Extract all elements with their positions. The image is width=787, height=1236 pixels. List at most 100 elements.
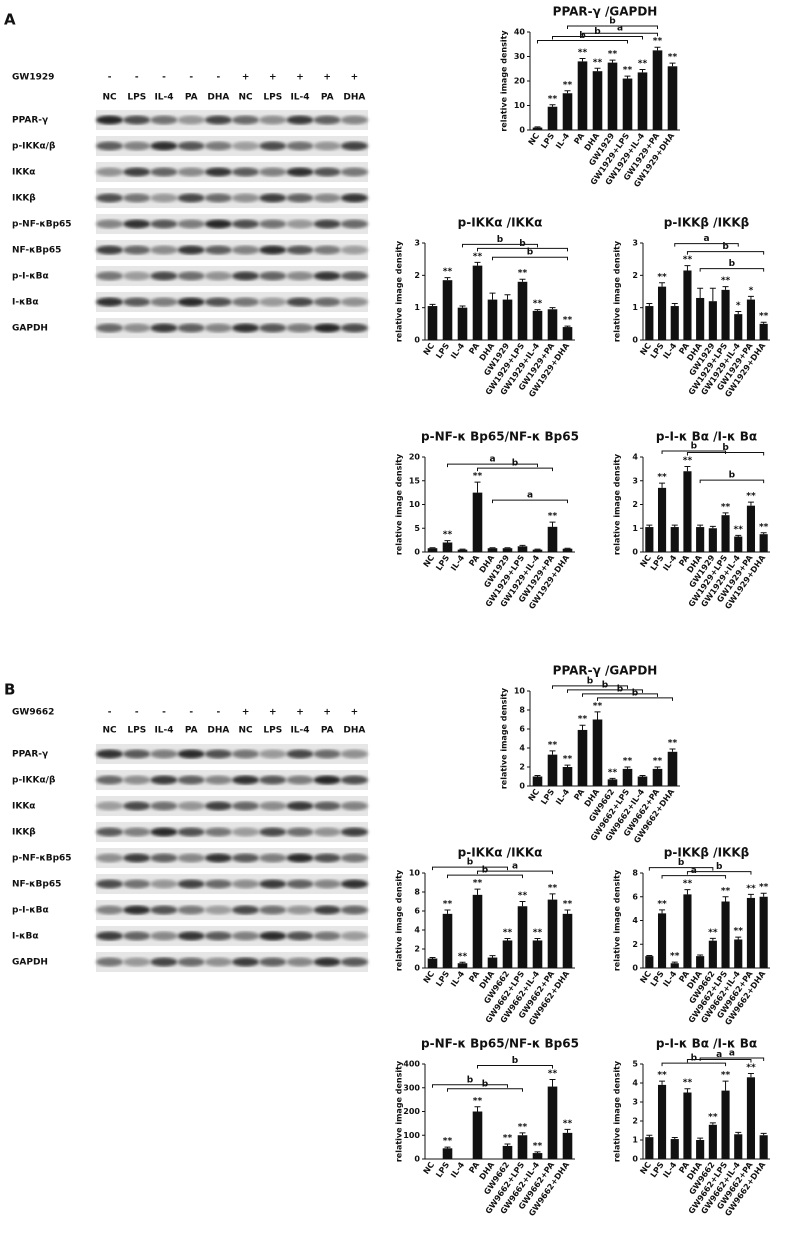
bar [607, 779, 618, 786]
error-bar [669, 62, 676, 67]
blot-band [204, 801, 232, 811]
bar [683, 1092, 692, 1159]
error-bar [564, 909, 571, 914]
bar [759, 896, 768, 968]
chart-title: PPAR-γ /GAPDH [553, 5, 658, 19]
bar [592, 719, 603, 786]
error-bar [659, 482, 666, 488]
blot-band [177, 245, 205, 255]
blot-band [177, 957, 205, 967]
significance-star: ** [548, 1069, 558, 1079]
significance-star: ** [563, 80, 573, 90]
significance-star: ** [593, 701, 603, 711]
bar [670, 963, 679, 968]
blot-band [150, 271, 178, 281]
y-tick-label: 8 [414, 888, 420, 897]
blot-band [177, 193, 205, 203]
error-bar [579, 724, 586, 730]
sign-label: - [189, 73, 193, 83]
significance-star: ** [608, 50, 618, 60]
bar [746, 505, 756, 552]
bar [637, 776, 648, 786]
blot-band [259, 323, 287, 333]
blot-band [96, 879, 124, 889]
significance-star: ** [518, 269, 528, 279]
error-bar [671, 302, 678, 307]
bar [442, 1148, 453, 1159]
bar [472, 492, 483, 552]
lane-label: PA [185, 726, 198, 736]
blot-band [150, 905, 178, 915]
blot-band [313, 245, 341, 255]
x-tick-label: IL-4 [449, 341, 466, 360]
bracket [537, 39, 628, 44]
bar [721, 1090, 730, 1159]
bracket-label: b [716, 862, 723, 872]
blot-band [286, 801, 314, 811]
significance-star: ** [721, 886, 731, 896]
significance-star: ** [593, 58, 603, 68]
y-tick-label: 3 [632, 1098, 638, 1107]
bar [622, 768, 633, 786]
bracket [477, 247, 568, 252]
error-bar [579, 57, 586, 62]
blot-band [259, 141, 287, 151]
blot-band [123, 219, 151, 229]
sign-label: - [162, 708, 166, 718]
protein-label: p-NF-κBp65 [12, 220, 72, 230]
bar [667, 66, 678, 130]
bar [759, 534, 768, 552]
blot-band [177, 297, 205, 307]
error-bar [760, 1132, 767, 1136]
significance-star: ** [518, 891, 528, 901]
y-tick-label: 6 [414, 907, 420, 916]
blot-band [204, 931, 232, 941]
bar [657, 1084, 667, 1159]
significance-star: ** [708, 928, 718, 938]
bar [657, 487, 667, 552]
x-tick-label: IL-4 [554, 787, 571, 806]
bracket-label: a [716, 1050, 722, 1060]
blot-band [123, 297, 151, 307]
significance-star: ** [443, 267, 453, 277]
y-tick-label: 2 [632, 1117, 638, 1126]
bracket [567, 25, 658, 29]
significance-star: ** [668, 53, 678, 63]
bar [652, 50, 663, 130]
blot-band [150, 141, 178, 151]
blot-band [313, 957, 341, 967]
bracket [477, 467, 553, 472]
blot-band [340, 141, 368, 151]
blot-band [150, 193, 178, 203]
blot-band [204, 749, 232, 759]
blot-band [177, 219, 205, 229]
error-bar [646, 302, 653, 307]
significance-star: ** [746, 884, 756, 894]
blot-band [232, 271, 260, 281]
lane-label: LPS [127, 93, 146, 103]
error-bar [735, 311, 742, 315]
error-bar [429, 303, 436, 307]
blot-band [96, 245, 124, 255]
bar [502, 1145, 513, 1159]
y-tick-label: 8 [519, 706, 525, 715]
blot-band [96, 931, 124, 941]
bar [427, 306, 438, 340]
blot-band [259, 245, 287, 255]
chart-title: PPAR-γ /GAPDH [553, 664, 658, 678]
chart-title: p-NF-κ Bp65/NF-κ Bp65 [421, 1037, 579, 1051]
error-bar [646, 955, 653, 957]
significance-star: ** [548, 512, 558, 522]
bar [645, 306, 654, 340]
y-axis-label: relative image density [395, 240, 404, 342]
blot-band [150, 245, 178, 255]
significance-star: ** [670, 952, 680, 962]
significance-star: ** [759, 883, 769, 893]
significance-star: * [736, 301, 741, 311]
blot-band [340, 323, 368, 333]
y-tick-label: 0 [414, 1155, 420, 1164]
protein-label: GAPDH [12, 958, 48, 968]
bar [457, 307, 468, 340]
blot-band [259, 905, 287, 915]
y-tick-label: 0 [632, 1155, 638, 1164]
